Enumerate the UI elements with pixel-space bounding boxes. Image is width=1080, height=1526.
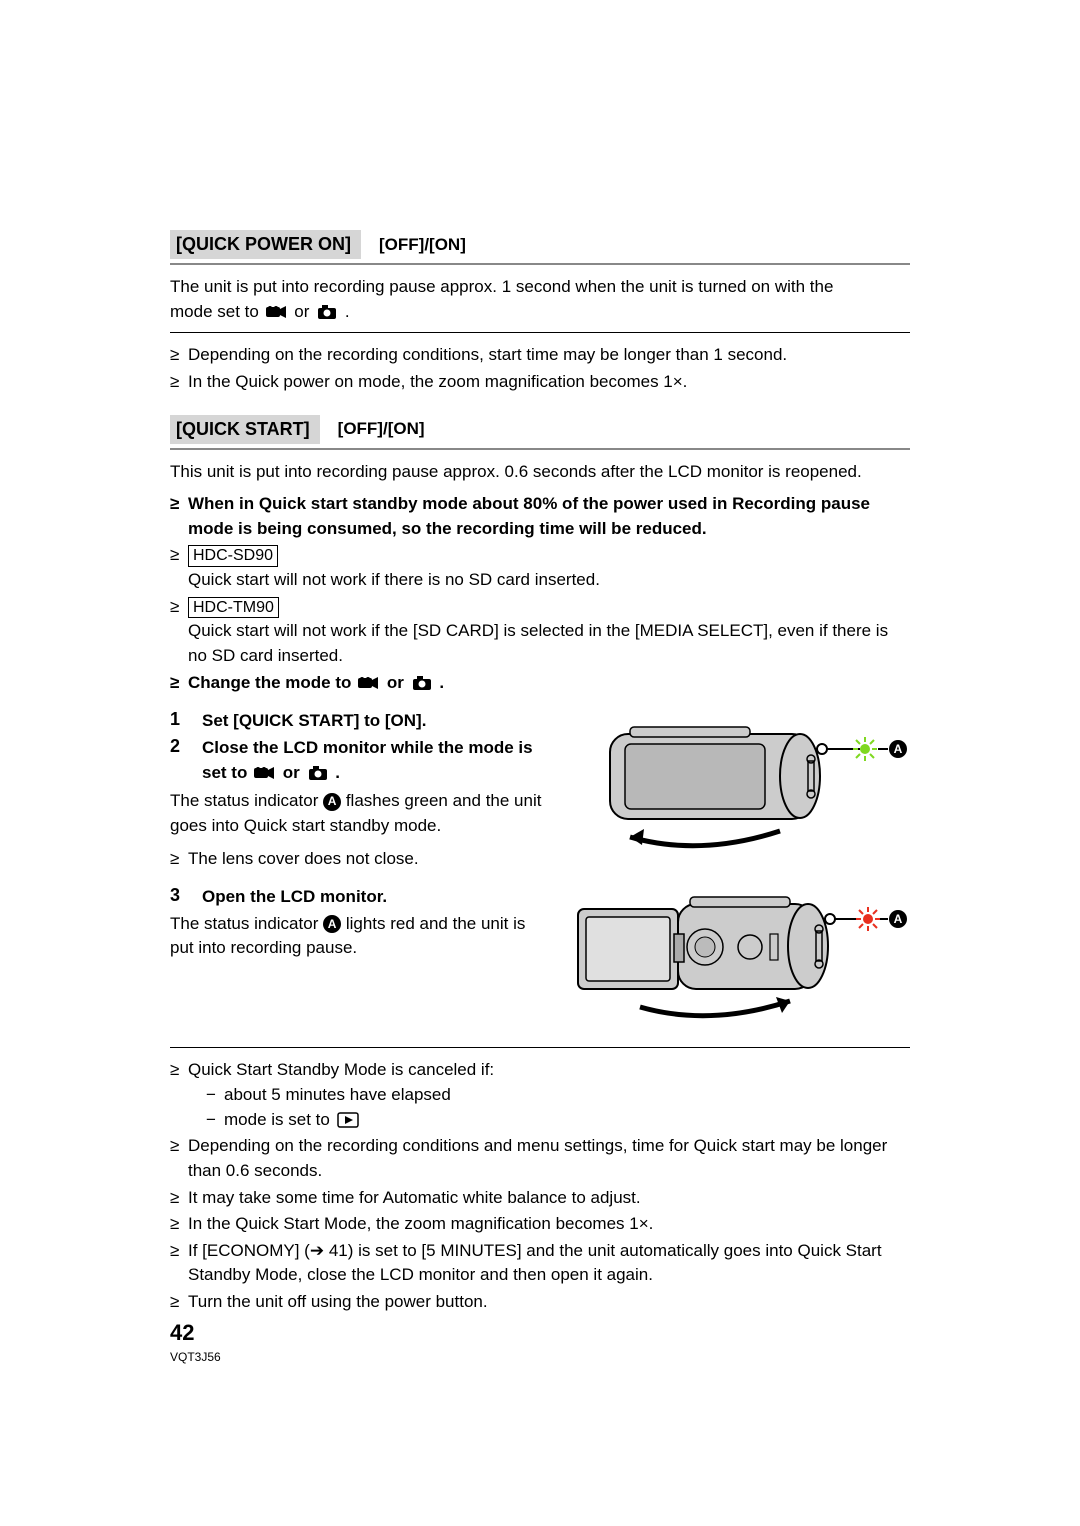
qs-top-bullets: When in Quick start standby mode about 8…	[170, 492, 910, 695]
qs-cancel: Quick Start Standby Mode is canceled if:…	[170, 1058, 910, 1132]
qpo-intro-c: or	[294, 302, 314, 321]
lens-note: The lens cover does not close.	[170, 847, 550, 872]
step-2-content: Close the LCD monitor while the mode is …	[202, 736, 550, 785]
qs-bullet-econ: If [ECONOMY] (➔ 41) is set to [5 MINUTES…	[170, 1239, 910, 1288]
qs-intro: This unit is put into recording pause ap…	[170, 460, 910, 485]
qs-bullet-off: Turn the unit off using the power button…	[170, 1290, 910, 1315]
step2-b: or	[283, 763, 305, 782]
qs-bullet-zoom: In the Quick Start Mode, the zoom magnif…	[170, 1212, 910, 1237]
qs-model2-li: HDC-TM90 Quick start will not work if th…	[170, 595, 910, 669]
qs-change-mode: Change the mode to or .	[170, 671, 910, 696]
qs-model1-li: HDC-SD90 Quick start will not work if th…	[170, 543, 910, 592]
qs-econ-a: If [ECONOMY] (	[188, 1241, 310, 1260]
qpo-intro-b: mode set to	[170, 302, 264, 321]
qs-cancel-2-text: mode is set to	[224, 1110, 335, 1129]
step-3-content: Open the LCD monitor.	[202, 885, 387, 910]
playback-mode-icon	[337, 1112, 359, 1128]
step-2: 2 Close the LCD monitor while the mode i…	[170, 736, 550, 785]
qpo-bullet-1: Depending on the recording conditions, s…	[170, 343, 910, 368]
qpo-intro-a: The unit is put into recording pause app…	[170, 277, 833, 296]
section-options-quick-power-on: [OFF]/[ON]	[379, 235, 466, 255]
status-a: The status indicator	[170, 791, 323, 810]
svg-text:A: A	[894, 912, 903, 926]
status-indicator-green: The status indicator A flashes green and…	[170, 789, 550, 838]
status-indicator-red: The status indicator A lights red and th…	[170, 912, 550, 961]
qpo-intro-d: .	[345, 302, 350, 321]
model-badge-sd90: HDC-SD90	[188, 545, 278, 566]
step2-a: Close the LCD monitor while the mode is …	[202, 738, 533, 782]
photo-mode-icon	[316, 304, 338, 320]
model-badge-tm90: HDC-TM90	[188, 597, 279, 618]
qs-model1-text: Quick start will not work if there is no…	[188, 570, 600, 589]
callout-a: A	[323, 915, 341, 933]
svg-text:A: A	[894, 742, 903, 756]
step-3: 3 Open the LCD monitor.	[170, 885, 550, 910]
qs-cancel-intro: Quick Start Standby Mode is canceled if:	[188, 1060, 494, 1079]
qs-cancel-1: about 5 minutes have elapsed	[206, 1083, 910, 1108]
status2-a: The status indicator	[170, 914, 323, 933]
section-header-quick-power-on: [QUICK POWER ON] [OFF]/[ON]	[170, 230, 910, 265]
link-arrow-icon: ➔	[310, 1241, 324, 1260]
section-options-quick-start: [OFF]/[ON]	[338, 419, 425, 439]
video-mode-icon	[266, 304, 288, 320]
section-title-quick-start: [QUICK START]	[170, 415, 320, 444]
qs-change-a: Change the mode to	[188, 673, 356, 692]
figure-lcd-closed: A	[570, 709, 910, 859]
step-num-2: 2	[170, 736, 188, 785]
figure-lcd-open: A	[570, 879, 910, 1029]
step-1: 1 Set [QUICK START] to [ON].	[170, 709, 550, 734]
divider	[170, 1047, 910, 1048]
qs-change-c: .	[439, 673, 444, 692]
document-id: VQT3J56	[170, 1350, 221, 1364]
qs-bottom-bullets: Quick Start Standby Mode is canceled if:…	[170, 1058, 910, 1314]
section-title-quick-power-on: [QUICK POWER ON]	[170, 230, 361, 259]
qs-bullet-awb: It may take some time for Automatic whit…	[170, 1186, 910, 1211]
section-header-quick-start: [QUICK START] [OFF]/[ON]	[170, 415, 910, 450]
qs-cancel-2: mode is set to	[206, 1108, 910, 1133]
callout-a: A	[323, 793, 341, 811]
video-mode-icon	[358, 675, 380, 691]
divider	[170, 332, 910, 333]
qs-model2-text: Quick start will not work if the [SD CAR…	[188, 621, 888, 665]
qpo-intro: The unit is put into recording pause app…	[170, 275, 910, 324]
qs-cancel-list: about 5 minutes have elapsed mode is set…	[188, 1083, 910, 1132]
page-number: 42	[170, 1320, 194, 1346]
video-mode-icon	[254, 765, 276, 781]
lens-note-list: The lens cover does not close.	[170, 847, 550, 872]
qpo-bullet-2: In the Quick power on mode, the zoom mag…	[170, 370, 910, 395]
step2-c: .	[335, 763, 340, 782]
qs-bullet-dep: Depending on the recording conditions an…	[170, 1134, 910, 1183]
step-num-1: 1	[170, 709, 188, 734]
step-1-content: Set [QUICK START] to [ON].	[202, 709, 426, 734]
qpo-bullets: Depending on the recording conditions, s…	[170, 343, 910, 394]
qs-b1: When in Quick start standby mode about 8…	[170, 492, 910, 541]
photo-mode-icon	[307, 765, 329, 781]
photo-mode-icon	[411, 675, 433, 691]
qs-change-b: or	[387, 673, 409, 692]
step-num-3: 3	[170, 885, 188, 910]
